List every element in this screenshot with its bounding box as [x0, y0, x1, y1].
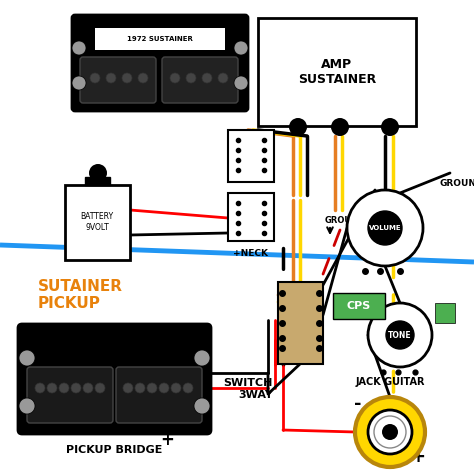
Bar — [435, 303, 455, 323]
Text: CPS: CPS — [347, 301, 371, 311]
Circle shape — [89, 164, 107, 182]
Circle shape — [289, 118, 307, 136]
FancyBboxPatch shape — [333, 293, 385, 319]
FancyBboxPatch shape — [162, 57, 238, 103]
FancyBboxPatch shape — [80, 57, 156, 103]
Text: +: + — [160, 431, 174, 449]
Bar — [278, 282, 323, 364]
Circle shape — [59, 383, 69, 393]
Bar — [258, 18, 416, 126]
Bar — [65, 185, 130, 260]
Bar — [95, 28, 225, 50]
Text: -: - — [354, 395, 362, 413]
Circle shape — [95, 383, 105, 393]
Text: VOLUME: VOLUME — [369, 225, 401, 231]
Circle shape — [47, 383, 57, 393]
Text: SUTAINER
PICKUP: SUTAINER PICKUP — [38, 279, 123, 311]
Circle shape — [35, 383, 45, 393]
Text: 1972 SUSTAINER: 1972 SUSTAINER — [127, 36, 193, 42]
Bar — [228, 193, 274, 241]
Circle shape — [183, 383, 193, 393]
Circle shape — [72, 41, 86, 55]
Circle shape — [147, 383, 157, 393]
Circle shape — [71, 383, 81, 393]
Circle shape — [381, 118, 399, 136]
Circle shape — [368, 211, 402, 245]
Text: GROUND: GROUND — [440, 179, 474, 188]
Circle shape — [382, 424, 398, 440]
Circle shape — [106, 73, 116, 83]
Text: SWITCH
3WAY: SWITCH 3WAY — [224, 378, 273, 400]
Text: PICKUP BRIDGE: PICKUP BRIDGE — [66, 445, 162, 455]
FancyBboxPatch shape — [27, 367, 113, 423]
FancyBboxPatch shape — [72, 15, 248, 111]
Text: +: + — [410, 448, 426, 466]
Circle shape — [234, 76, 248, 90]
FancyBboxPatch shape — [116, 367, 202, 423]
FancyBboxPatch shape — [18, 324, 211, 434]
Circle shape — [194, 350, 210, 366]
Circle shape — [170, 73, 180, 83]
Circle shape — [72, 76, 86, 90]
Bar — [228, 130, 274, 182]
Circle shape — [83, 383, 93, 393]
Circle shape — [202, 73, 212, 83]
Text: -: - — [48, 331, 55, 349]
Text: BATTERY
9VOLT: BATTERY 9VOLT — [81, 212, 114, 232]
Circle shape — [386, 321, 414, 349]
Text: GROUND: GROUND — [325, 216, 366, 225]
Text: TONE: TONE — [388, 330, 412, 339]
Text: +NECK: +NECK — [234, 248, 268, 257]
Text: AMP
SUSTAINER: AMP SUSTAINER — [298, 58, 376, 86]
Text: JACK GUITAR: JACK GUITAR — [355, 377, 425, 387]
Circle shape — [368, 410, 412, 454]
Circle shape — [347, 190, 423, 266]
Circle shape — [19, 398, 35, 414]
Circle shape — [331, 118, 349, 136]
Circle shape — [159, 383, 169, 393]
Circle shape — [90, 73, 100, 83]
Circle shape — [19, 350, 35, 366]
Circle shape — [138, 73, 148, 83]
Circle shape — [194, 398, 210, 414]
Circle shape — [355, 397, 425, 467]
Circle shape — [234, 41, 248, 55]
Circle shape — [186, 73, 196, 83]
Text: WIRING
STANDART: WIRING STANDART — [38, 352, 129, 384]
Circle shape — [218, 73, 228, 83]
Circle shape — [135, 383, 145, 393]
Circle shape — [368, 303, 432, 367]
Circle shape — [123, 383, 133, 393]
Circle shape — [122, 73, 132, 83]
Circle shape — [171, 383, 181, 393]
Text: +BRIDGE: +BRIDGE — [360, 216, 402, 225]
Bar — [85, 177, 110, 185]
